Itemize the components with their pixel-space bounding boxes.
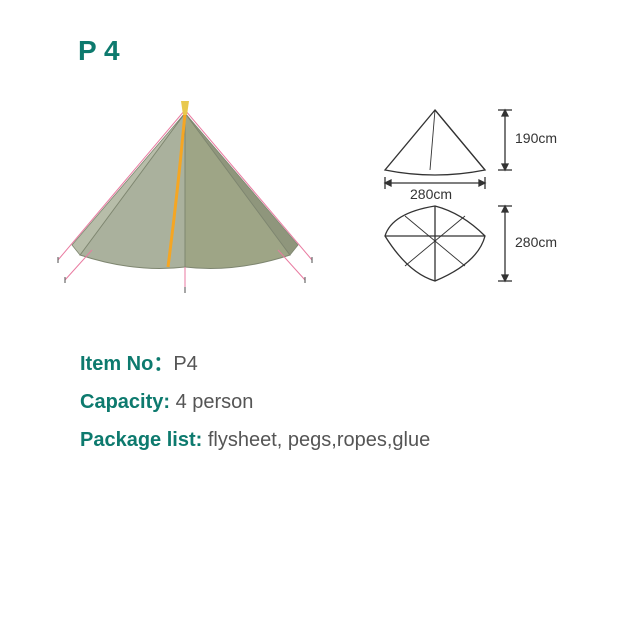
spec-value: 4 person bbox=[170, 391, 253, 413]
footprint-width-label: 280cm bbox=[515, 234, 557, 250]
product-card: P 4 bbox=[0, 0, 640, 639]
height-label: 190cm bbox=[515, 130, 557, 146]
visual-row: 190cm 280cm 280cm bbox=[50, 95, 590, 295]
spec-list: Item No：P4 Capacity: 4 person Package li… bbox=[80, 345, 590, 459]
spec-value: flysheet, pegs,ropes,glue bbox=[202, 429, 430, 451]
spec-row-capacity: Capacity: 4 person bbox=[80, 383, 590, 421]
elev-width-label: 280cm bbox=[410, 186, 452, 202]
spec-value: P4 bbox=[173, 353, 197, 375]
spec-label: Package list: bbox=[80, 429, 202, 451]
spec-row-package: Package list: flysheet, pegs,ropes,glue bbox=[80, 421, 590, 459]
spec-row-item-no: Item No：P4 bbox=[80, 345, 590, 383]
dimension-diagrams: 190cm 280cm 280cm bbox=[370, 105, 570, 290]
tent-illustration bbox=[40, 95, 330, 295]
spec-label: Item No： bbox=[80, 353, 173, 375]
product-title: P 4 bbox=[78, 35, 590, 67]
spec-label: Capacity: bbox=[80, 391, 170, 413]
